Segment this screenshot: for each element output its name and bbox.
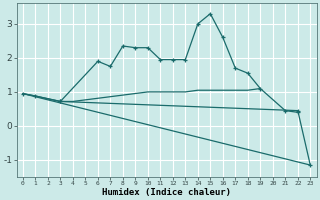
X-axis label: Humidex (Indice chaleur): Humidex (Indice chaleur) bbox=[102, 188, 231, 197]
